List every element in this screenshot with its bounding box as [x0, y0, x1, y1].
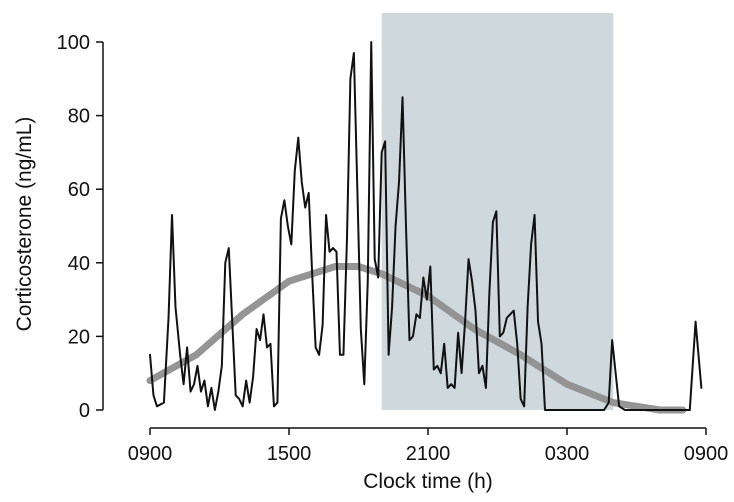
x-tick-label: 1500 [267, 443, 312, 465]
x-tick-label: 0900 [128, 443, 173, 465]
x-tick-label: 0300 [545, 443, 590, 465]
y-tick-label: 0 [79, 400, 90, 422]
y-tick-label: 40 [68, 253, 90, 275]
dark-period-band [381, 13, 614, 410]
y-tick-label: 100 [57, 32, 90, 54]
raw-corticosterone-line [149, 41, 703, 411]
axis-layer: 0 20 40 60 80 100 0900 1500 2100 0300 0900 [57, 32, 729, 465]
y-tick-label: 60 [68, 179, 90, 201]
y-tick-label: 80 [68, 106, 90, 128]
x-tick-label: 0900 [684, 443, 729, 465]
y-axis-title: Corticosterone (ng/mL) [13, 117, 36, 332]
y-tick-label: 20 [68, 326, 90, 348]
fitted-corticosterone-curve [146, 262, 687, 414]
background-layer [146, 13, 687, 414]
x-axis-title: Clock time (h) [363, 470, 493, 493]
series-layer [149, 41, 703, 411]
x-tick-label: 2100 [406, 443, 451, 465]
